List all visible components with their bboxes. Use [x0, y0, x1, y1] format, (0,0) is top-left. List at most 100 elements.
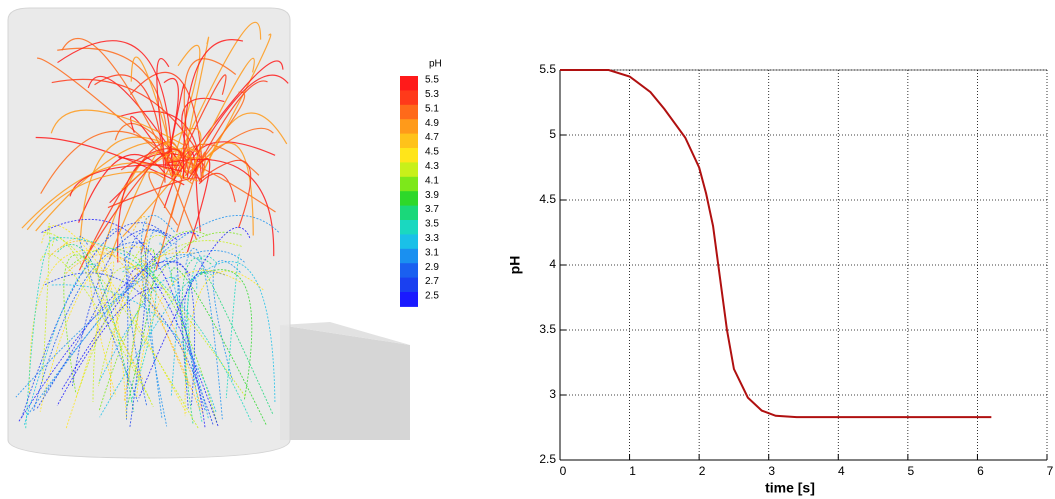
colorbar-swatch [400, 205, 418, 221]
colorbar-tick-label: 4.1 [425, 175, 439, 186]
streamline [68, 247, 218, 425]
streamline [79, 235, 139, 402]
y-axis-label: pH [507, 256, 523, 275]
streamline [183, 58, 237, 174]
colorbar-swatch [400, 234, 418, 250]
y-tick-label: 4.5 [539, 192, 556, 206]
streamline [121, 147, 192, 190]
streamline [148, 171, 179, 226]
streamline [171, 74, 227, 178]
colorbar-swatch [400, 76, 418, 91]
colorbar-tick-label: 5.3 [425, 89, 439, 100]
streamline [57, 40, 174, 177]
streamline [186, 158, 211, 253]
streamline [43, 215, 280, 396]
streamline [175, 242, 189, 409]
colorbar-swatch [400, 248, 418, 264]
streamline [60, 237, 127, 419]
colorbar-swatch [400, 277, 418, 293]
streamline [136, 269, 241, 398]
streamlines [15, 21, 289, 430]
x-tick-label: 1 [629, 464, 636, 478]
streamline [147, 230, 172, 419]
colorbar-tick-label: 3.7 [425, 204, 439, 215]
streamline [123, 242, 147, 429]
streamline [51, 284, 217, 413]
colorbar-tick-label: 5.1 [425, 103, 439, 114]
streamline [65, 261, 115, 429]
streamline [200, 33, 272, 175]
colorbar-tick-label: 4.5 [425, 147, 439, 158]
streamline [198, 172, 236, 203]
streamline [176, 151, 207, 233]
y-tick-label: 5.5 [539, 62, 556, 76]
streamline [173, 60, 284, 180]
streamline [61, 232, 199, 390]
colorbar-swatch [400, 176, 418, 192]
streamline [122, 265, 157, 404]
streamline [123, 216, 148, 401]
colorbar-swatch [400, 119, 418, 135]
streamline [18, 260, 191, 422]
streamline [197, 142, 254, 236]
streamline [36, 269, 113, 409]
colorbar-tick-label: 2.7 [425, 276, 439, 287]
streamline [161, 127, 202, 177]
outlet-box [280, 325, 410, 440]
streamline [139, 258, 190, 387]
colorbar-swatch [400, 133, 418, 149]
streamline [71, 228, 178, 386]
streamline [170, 267, 268, 427]
colorbar-tick-label: 3.5 [425, 219, 439, 230]
streamline [32, 241, 145, 412]
colorbar-title: pH [429, 59, 442, 70]
streamline [126, 248, 156, 408]
colorbar-swatch [400, 90, 418, 106]
colorbar-swatch [400, 191, 418, 207]
streamline [189, 261, 276, 404]
streamline [127, 230, 208, 385]
streamline [168, 84, 185, 157]
streamline [192, 57, 255, 165]
streamline [51, 78, 204, 162]
streamline [184, 271, 226, 411]
streamline [41, 223, 51, 382]
streamline [130, 56, 179, 177]
streamline [92, 266, 142, 402]
streamline [185, 247, 223, 420]
colorbar-swatch [400, 292, 418, 307]
streamline [183, 39, 244, 179]
streamline [41, 218, 206, 429]
streamline [107, 177, 202, 209]
x-tick-label: 5 [908, 464, 915, 478]
x-tick-label: 3 [768, 464, 775, 478]
streamline [163, 261, 196, 406]
line-chart: pH time [s] 2.5 3 3.5 4 4.5 5 5.5 0 1 2 3 4 5 6 7 [507, 62, 1054, 496]
streamline [56, 287, 163, 406]
streamline [212, 260, 241, 381]
streamline [43, 231, 200, 430]
x-tick-label: 7 [1047, 464, 1054, 478]
streamline [63, 254, 98, 394]
colorbar-tick-label: 5.5 [425, 75, 439, 86]
y-tick-label: 3.5 [539, 322, 556, 336]
streamline [134, 265, 247, 398]
streamline [138, 227, 251, 399]
y-tick-label: 3 [549, 387, 556, 401]
streamline [201, 268, 274, 415]
streamline [23, 263, 99, 425]
streamline [170, 152, 190, 218]
streamline [122, 163, 183, 238]
streamline [75, 235, 165, 399]
streamline [39, 246, 155, 412]
streamline [35, 136, 185, 186]
streamline [40, 253, 151, 400]
colorbar-swatch [400, 148, 418, 163]
tank-scene [7, 7, 410, 459]
streamline [125, 267, 219, 427]
colorbar-tick-label: 4.7 [425, 132, 439, 143]
streamline [98, 277, 181, 382]
streamline [97, 269, 144, 381]
